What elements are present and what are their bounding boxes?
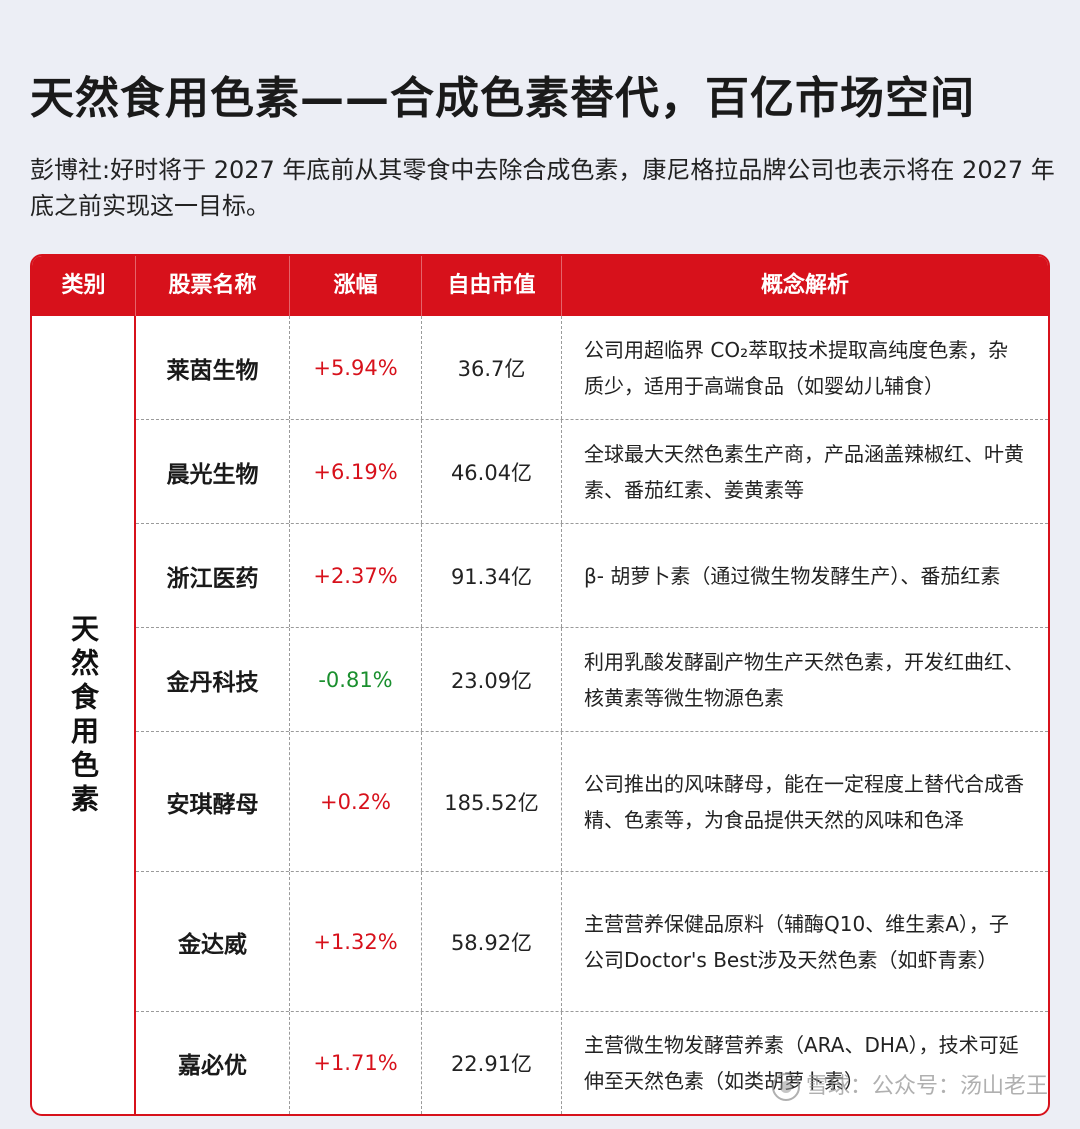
change-value: -0.81% [290, 628, 422, 731]
header-stock-name: 股票名称 [136, 256, 290, 316]
page-title: 天然食用色素——合成色素替代，百亿市场空间 [30, 73, 975, 124]
stock-name: 安琪酵母 [136, 732, 290, 871]
concept-text: β- 胡萝卜素（通过微生物发酵生产）、番茄红素 [584, 563, 1001, 588]
category-cell: 天然食用色素 [32, 316, 136, 1114]
table-row: 浙江医药 +2.37% 91.34亿 β- 胡萝卜素（通过微生物发酵生产）、番茄… [136, 524, 1048, 628]
concept-text: 公司推出的风味酵母，能在一定程度上替代合成香精、色素等，为食品提供天然的风味和色… [584, 771, 1024, 832]
stock-name: 金丹科技 [136, 628, 290, 731]
market-cap-value: 36.7亿 [422, 316, 562, 419]
market-cap-value: 46.04亿 [422, 420, 562, 523]
header-change: 涨幅 [290, 256, 422, 316]
table-row: 晨光生物 +6.19% 46.04亿 全球最大天然色素生产商，产品涵盖辣椒红、叶… [136, 420, 1048, 524]
concept-text: 主营微生物发酵营养素（ARA、DHA），技术可延伸至天然色素（如类胡萝卜素） [584, 1033, 1019, 1093]
header-category: 类别 [32, 256, 136, 316]
change-value: +5.94% [290, 316, 422, 419]
stock-name: 晨光生物 [136, 420, 290, 523]
watermark-text: 雪球：公众号：汤山老王 [805, 1074, 1048, 1099]
table-row: 安琪酵母 +0.2% 185.52亿 公司推出的风味酵母，能在一定程度上替代合成… [136, 732, 1048, 872]
intro-paragraph: 彭博社:好时将于 2027 年底前从其零食中去除合成色素，康尼格拉品牌公司也表示… [30, 156, 1055, 220]
concept-text: 利用乳酸发酵副产物生产天然色素，开发红曲红、核黄素等微生物源色素 [584, 649, 1024, 710]
category-label: 天然食用色素 [67, 614, 100, 818]
change-value: +1.71% [290, 1012, 422, 1114]
market-cap-value: 58.92亿 [422, 872, 562, 1011]
market-cap-value: 185.52亿 [422, 732, 562, 871]
header-concept: 概念解析 [760, 273, 849, 298]
change-value: +2.37% [290, 524, 422, 627]
change-value: +1.32% [290, 872, 422, 1011]
stock-name: 金达威 [136, 872, 290, 1011]
header-market-cap: 自由市值 [422, 256, 562, 316]
table-row: 莱茵生物 +5.94% 36.7亿 公司用超临界 CO₂萃取技术提取高纯度色素，… [136, 316, 1048, 420]
concept-text: 公司用超临界 CO₂萃取技术提取高纯度色素，杂质少，适用于高端食品（如婴幼儿辅食… [584, 337, 1009, 398]
stock-name: 莱茵生物 [136, 316, 290, 419]
snowball-logo-icon [771, 1073, 800, 1101]
table-header: 类别 股票名称 涨幅 自由市值 概念解析 [32, 256, 1048, 316]
change-value: +6.19% [290, 420, 422, 523]
change-value: +0.2% [290, 732, 422, 871]
market-cap-value: 22.91亿 [422, 1012, 562, 1114]
stock-table: 类别 股票名称 涨幅 自由市值 概念解析 天然食用色素 莱茵生物 +5.94% … [30, 254, 1050, 1116]
concept-text: 全球最大天然色素生产商，产品涵盖辣椒红、叶黄素、番茄红素、姜黄素等 [584, 441, 1024, 502]
table-row: 金达威 +1.32% 58.92亿 主营营养保健品原料（辅酶Q10、维生素A），… [136, 872, 1048, 1012]
market-cap-value: 91.34亿 [422, 524, 562, 627]
market-cap-value: 23.09亿 [422, 628, 562, 731]
stock-name: 浙江医药 [136, 524, 290, 627]
stock-name: 嘉必优 [136, 1012, 290, 1114]
table-row: 金丹科技 -0.81% 23.09亿 利用乳酸发酵副产物生产天然色素，开发红曲红… [136, 628, 1048, 732]
watermark: 雪球：公众号：汤山老王 [771, 1068, 1048, 1101]
concept-text: 主营营养保健品原料（辅酶Q10、维生素A），子公司Doctor's Best涉及… [584, 911, 1009, 972]
table-row: 嘉必优 +1.71% 22.91亿 主营微生物发酵营养素（ARA、DHA），技术… [136, 1012, 1048, 1114]
